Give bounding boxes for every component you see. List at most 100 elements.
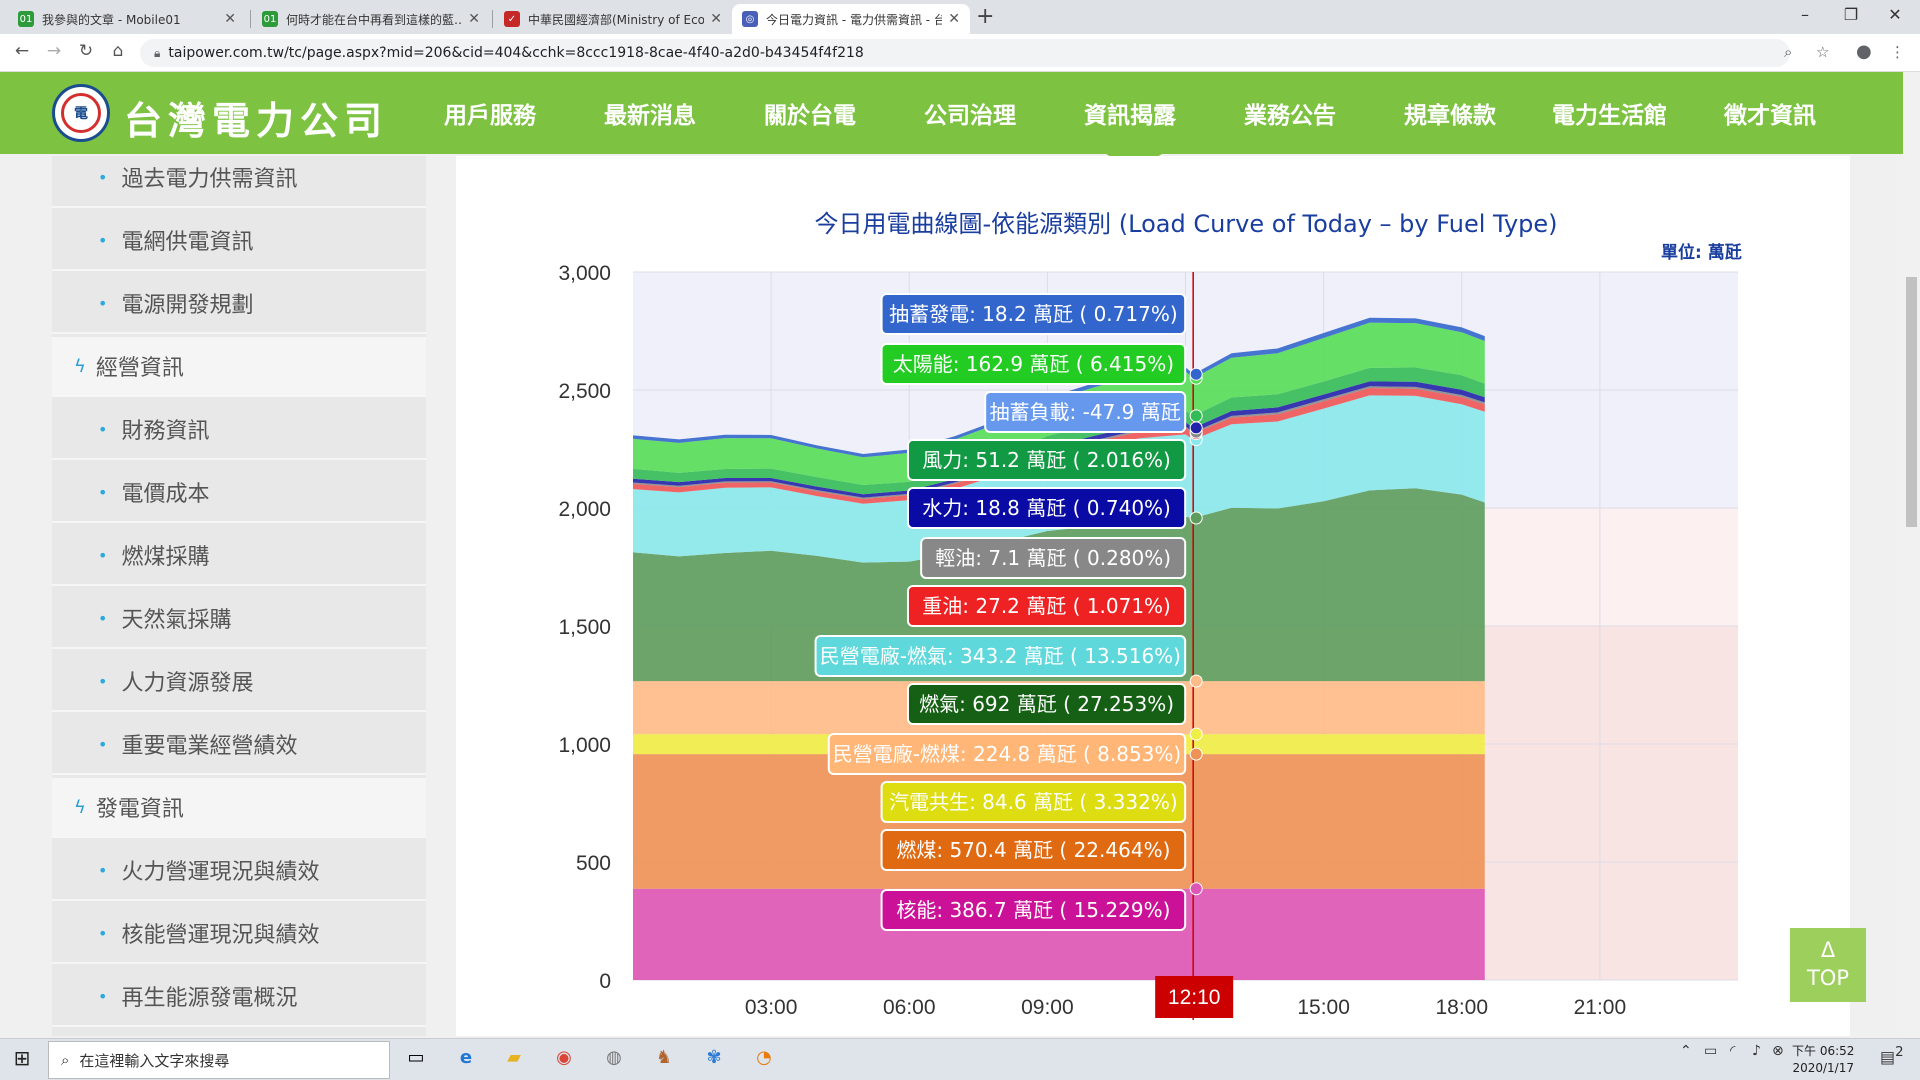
menu-item-user-services[interactable]: 用戶服務 [444, 103, 536, 129]
menu-item-announcements[interactable]: 業務公告 [1244, 103, 1336, 129]
tray-chevron-icon[interactable]: ⌃ [1680, 1043, 1692, 1059]
notification-count: 2 [1895, 1045, 1904, 1060]
chart-title: 今日用電曲線圖-依能源類別 (Load Curve of Today – by … [814, 210, 1558, 238]
menu-item-news[interactable]: 最新消息 [604, 103, 696, 129]
tooltip-box [984, 391, 1187, 433]
close-window-icon[interactable]: ✕ [1888, 5, 1902, 24]
notification-icon[interactable]: ▤2 [1880, 1045, 1904, 1067]
bullet-icon: • [98, 860, 108, 880]
tab-title: 中華民國經濟部(Ministry of Eco [528, 12, 705, 27]
network-icon[interactable]: ◜ [1730, 1043, 1736, 1059]
back-to-top-button[interactable]: Δ TOP [1790, 928, 1866, 1002]
tooltip-box [880, 781, 1187, 823]
menu-item-power-life[interactable]: 電力生活館 [1552, 103, 1667, 129]
sidebar-link[interactable]: • 電源開發規劃 [52, 274, 426, 334]
tab-title: 我參與的文章 - Mobile01 [42, 12, 181, 27]
lightning-icon: ϟ [74, 796, 86, 818]
profile-icon[interactable]: ● [1856, 41, 1872, 62]
taipower-logo[interactable]: 電 [52, 84, 110, 142]
sidebar-label: 火力營運現況與績效 [121, 860, 320, 885]
sidebar-link[interactable]: • 電網供電資訊 [52, 211, 426, 271]
app-icon[interactable]: ♞ [655, 1047, 673, 1068]
minimize-icon[interactable]: – [1801, 5, 1809, 24]
bullet-icon: • [98, 734, 108, 754]
menu-kebab-icon[interactable]: ⋮ [1890, 43, 1905, 61]
menu-item-careers[interactable]: 徵才資訊 [1724, 103, 1816, 129]
load-curve-chart[interactable]: 0 500 1,000 1,500 2,000 2,500 3,000 03:00 06:00 0… [456, 156, 1850, 1036]
menu-item-about[interactable]: 關於台電 [764, 103, 856, 129]
new-tab-icon[interactable]: + [976, 4, 995, 29]
home-icon[interactable]: ⌂ [112, 41, 124, 61]
cursor-point [1189, 727, 1203, 741]
browser-tab-active[interactable]: ◎ 今日電力資訊 - 電力供需資訊 - 台 ✕ [732, 4, 970, 34]
sidebar-category[interactable]: ϟ 經營資訊 [52, 337, 426, 397]
file-explorer-icon[interactable]: ▰ [507, 1047, 521, 1068]
browser-tab-bar: 01 我參與的文章 - Mobile01 ✕ 01 何時才能在台中再看到這樣的藍… [0, 0, 1920, 34]
unit-label: 單位: 萬瓩 [1661, 243, 1742, 263]
sidebar-link[interactable]: • 重要電業經營績效 [52, 715, 426, 775]
taskbar-search-box[interactable]: ⌕ 在這裡輸入文字來搜尋 [48, 1041, 390, 1079]
sidebar-link[interactable]: • 電價成本 [52, 463, 426, 523]
sidebar-link[interactable]: • 人力資源發展 [52, 652, 426, 712]
bookmark-star-icon[interactable]: ☆ [1816, 43, 1830, 61]
sidebar-category[interactable]: ϟ 發電資訊 [52, 778, 426, 838]
mobile01-favicon-icon: 01 [18, 11, 34, 27]
sidebar-link[interactable]: • 火力營運現況與績效 [52, 841, 426, 901]
forward-icon[interactable]: → [46, 41, 62, 61]
chrome-icon[interactable]: ◉ [556, 1047, 572, 1068]
tooltip-label: 民營電廠-燃氣: 343.2 萬瓩 ( 13.516%) [820, 644, 1181, 668]
volume-icon[interactable]: ♪ [1752, 1043, 1761, 1059]
menu-item-governance[interactable]: 公司治理 [924, 103, 1016, 129]
sidebar-link[interactable]: • 天然氣採購 [52, 589, 426, 649]
edge-icon[interactable]: e [459, 1047, 473, 1068]
task-view-icon[interactable]: ▭ [407, 1047, 425, 1068]
menu-item-disclosure[interactable]: 資訊揭露 [1084, 103, 1176, 129]
ime-icon[interactable]: ⊗ [1772, 1043, 1784, 1059]
blender-icon[interactable]: ◔ [756, 1047, 772, 1068]
cursor-point [1189, 511, 1203, 525]
windows-start-icon[interactable]: ⊞ [13, 1046, 31, 1070]
browser-tab[interactable]: 01 何時才能在台中再看到這樣的藍… ✕ [252, 4, 490, 34]
site-header: 電 台灣電力公司 用戶服務 最新消息 關於台電 公司治理 資訊揭露 業務公告 規… [0, 72, 1910, 154]
restore-icon[interactable]: ❐ [1843, 5, 1859, 24]
sidebar-label: 經營資訊 [95, 356, 184, 381]
app-icon[interactable]: ✾ [706, 1047, 722, 1068]
reload-icon[interactable]: ↻ [78, 41, 94, 61]
scrollbar-thumb[interactable] [1906, 277, 1917, 527]
brand-name[interactable]: 台灣電力公司 [124, 98, 389, 143]
bullet-icon: • [98, 230, 108, 250]
sidebar-label: 電價成本 [121, 482, 210, 507]
menu-item-regulations[interactable]: 規章條款 [1404, 103, 1496, 129]
moea-favicon-icon: ✓ [504, 11, 520, 27]
sidebar-link[interactable]: • 再生能源發電概況 [52, 967, 426, 1027]
tab-divider [250, 10, 251, 28]
back-icon[interactable]: ← [14, 41, 30, 61]
close-tab-icon[interactable]: ✕ [224, 11, 236, 27]
browser-tab[interactable]: ✓ 中華民國經濟部(Ministry of Eco ✕ [494, 4, 732, 34]
sidebar-link[interactable]: • 核能營運現況與績效 [52, 904, 426, 964]
battery-icon[interactable]: ▭ [1704, 1043, 1718, 1059]
tooltip-label: 重油: 27.2 萬瓩 ( 1.071%) [922, 594, 1171, 618]
close-tab-icon[interactable]: ✕ [710, 11, 722, 27]
sidebar-label: 人力資源發展 [121, 671, 254, 696]
sidebar-link[interactable]: • 過去電力供需資訊 [52, 156, 426, 208]
tooltip-box [880, 343, 1187, 385]
zoom-icon[interactable]: ⌕ [1784, 43, 1793, 61]
y-tick-label: 0 [599, 970, 611, 993]
cursor-point [1189, 747, 1203, 761]
tooltip-box [906, 683, 1187, 725]
bullet-icon: • [98, 293, 108, 313]
system-clock[interactable]: 下午 06:52 2020/1/17 [1792, 1043, 1854, 1077]
sidebar-link[interactable]: • 燃煤採購 [52, 526, 426, 586]
tab-title: 何時才能在台中再看到這樣的藍… [286, 12, 463, 27]
browser-tab[interactable]: 01 我參與的文章 - Mobile01 ✕ [8, 4, 246, 34]
close-tab-icon[interactable]: ✕ [948, 11, 960, 27]
series-area-13 [633, 317, 1485, 458]
close-tab-icon[interactable]: ✕ [468, 11, 480, 27]
sidebar-link[interactable]: • 財務資訊 [52, 400, 426, 460]
page-scrollbar[interactable] [1903, 72, 1920, 1038]
app-icon[interactable]: ◍ [606, 1047, 622, 1068]
series-area-9 [633, 381, 1485, 498]
url-field[interactable]: 🔒︎ taipower.com.tw/tc/page.aspx?mid=206&… [140, 39, 1790, 67]
cursor-point [1189, 882, 1203, 896]
